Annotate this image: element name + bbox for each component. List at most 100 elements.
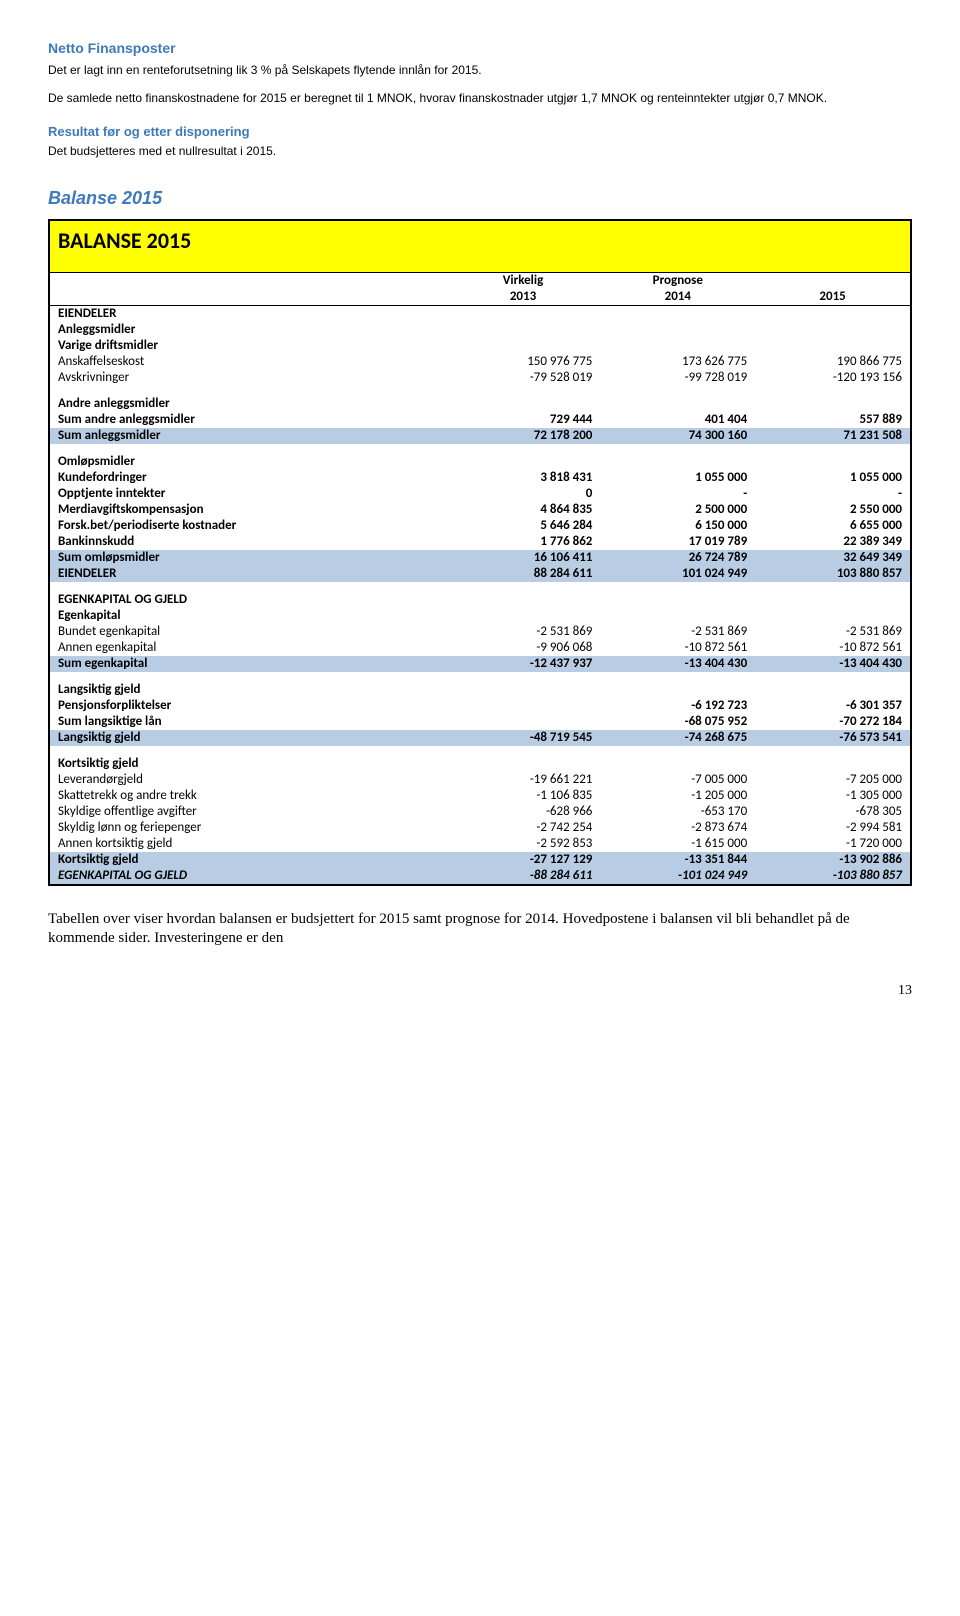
hdr-2013: 2013 — [446, 289, 601, 306]
row-value: 1 055 000 — [600, 470, 755, 486]
table-row: Bankinnskudd1 776 86217 019 78922 389 34… — [50, 534, 910, 550]
row-value: -120 193 156 — [755, 370, 910, 386]
row-value: 729 444 — [446, 412, 601, 428]
table-row: Skyldig lønn og feriepenger-2 742 254 -2 … — [50, 820, 910, 836]
row-value — [755, 396, 910, 412]
row-value: -2 531 869 — [600, 624, 755, 640]
table-row: Kundefordringer3 818 4311 055 0001 055 0… — [50, 470, 910, 486]
hdr-2014: 2014 — [600, 289, 755, 306]
row-value: 2 500 000 — [600, 502, 755, 518]
table-header-top: Virkelig Prognose — [50, 273, 910, 289]
row-value: -88 284 611 — [446, 868, 601, 884]
row-value: -2 531 869 — [446, 624, 601, 640]
para-3: Det budsjetteres med et nullresultat i 2… — [48, 143, 912, 159]
row-label: EIENDELER — [50, 305, 446, 322]
row-value: 101 024 949 — [600, 566, 755, 582]
table-row: Egenkapital — [50, 608, 910, 624]
row-value: 3 818 431 — [446, 470, 601, 486]
para-2: De samlede netto finanskostnadene for 20… — [48, 90, 912, 106]
heading-balanse: Balanse 2015 — [48, 188, 912, 209]
row-label: Skattetrekk og andre trekk — [50, 788, 446, 804]
row-value — [755, 682, 910, 698]
row-label: Egenkapital — [50, 608, 446, 624]
row-value: -79 528 019 — [446, 370, 601, 386]
table-row: Anskaffelseskost150 976 775173 626 77519… — [50, 354, 910, 370]
row-value — [600, 592, 755, 608]
row-value — [755, 756, 910, 772]
row-value: -99 728 019 — [600, 370, 755, 386]
row-value: -678 305 — [755, 804, 910, 820]
table-row: Merdiavgiftskompensasjon4 864 8352 500 0… — [50, 502, 910, 518]
row-value: -2 742 254 — [446, 820, 601, 836]
table-row: Langsiktig gjeld-48 719 545-74 268 675-7… — [50, 730, 910, 746]
row-value: -68 075 952 — [600, 714, 755, 730]
table-row — [50, 444, 910, 454]
row-value: 1 776 862 — [446, 534, 601, 550]
table-row: EGENKAPITAL OG GJELD — [50, 592, 910, 608]
page-number: 13 — [48, 983, 912, 999]
row-label: Skyldig lønn og feriepenger — [50, 820, 446, 836]
table-row: Avskrivninger-79 528 019-99 728 019-120 … — [50, 370, 910, 386]
row-label: Annen kortsiktig gjeld — [50, 836, 446, 852]
row-label: Forsk.bet/periodiserte kostnader — [50, 518, 446, 534]
table-row: Annen egenkapital-9 906 068-10 872 561-1… — [50, 640, 910, 656]
row-value: 74 300 160 — [600, 428, 755, 444]
row-value: 6 150 000 — [600, 518, 755, 534]
row-value: -13 404 430 — [600, 656, 755, 672]
table-row: Forsk.bet/periodiserte kostnader5 646 28… — [50, 518, 910, 534]
row-value — [446, 592, 601, 608]
row-value: -2 531 869 — [755, 624, 910, 640]
row-value — [446, 338, 601, 354]
balance-table: Virkelig Prognose 2013 2014 2015 EIENDEL… — [50, 273, 910, 884]
balance-title: BALANSE 2015 — [50, 221, 910, 273]
row-value: 17 019 789 — [600, 534, 755, 550]
row-value: -101 024 949 — [600, 868, 755, 884]
row-value: -2 994 581 — [755, 820, 910, 836]
table-row: EIENDELER88 284 611101 024 949103 880 85… — [50, 566, 910, 582]
row-value: -1 720 000 — [755, 836, 910, 852]
row-label: Pensjonsforpliktelser — [50, 698, 446, 714]
row-value: -103 880 857 — [755, 868, 910, 884]
row-value: -2 592 853 — [446, 836, 601, 852]
row-value: - — [600, 486, 755, 502]
table-row: Kortsiktig gjeld — [50, 756, 910, 772]
table-row: Leverandørgjeld-19 661 221-7 005 000-7 2… — [50, 772, 910, 788]
row-value: -13 404 430 — [755, 656, 910, 672]
table-row: Sum omløpsmidler16 106 41126 724 78932 6… — [50, 550, 910, 566]
hdr-2015: 2015 — [755, 289, 910, 306]
row-value: -1 106 835 — [446, 788, 601, 804]
row-value: 5 646 284 — [446, 518, 601, 534]
row-label: Andre anleggsmidler — [50, 396, 446, 412]
row-label: Kortsiktig gjeld — [50, 756, 446, 772]
row-value — [600, 338, 755, 354]
table-row: Bundet egenkapital-2 531 869-2 531 869-2… — [50, 624, 910, 640]
row-value — [446, 714, 601, 730]
row-value — [446, 682, 601, 698]
row-value — [600, 756, 755, 772]
hdr-blank — [755, 273, 910, 289]
table-row: Sum egenkapital-12 437 937-13 404 430-13… — [50, 656, 910, 672]
row-label: EGENKAPITAL OG GJELD — [50, 592, 446, 608]
row-label: Varige driftsmidler — [50, 338, 446, 354]
row-label: Langsiktig gjeld — [50, 730, 446, 746]
footer-paragraph: Tabellen over viser hvordan balansen er … — [48, 910, 912, 949]
row-value: 22 389 349 — [755, 534, 910, 550]
row-value: -628 966 — [446, 804, 601, 820]
row-value — [446, 756, 601, 772]
row-value: 26 724 789 — [600, 550, 755, 566]
row-value — [600, 682, 755, 698]
row-value — [755, 305, 910, 322]
table-row: Opptjente inntekter0-- — [50, 486, 910, 502]
row-value — [755, 454, 910, 470]
row-value — [446, 396, 601, 412]
hdr-virkelig: Virkelig — [446, 273, 601, 289]
table-header-years: 2013 2014 2015 — [50, 289, 910, 306]
table-row: EGENKAPITAL OG GJELD-88 284 611-101 024 … — [50, 868, 910, 884]
row-value: 103 880 857 — [755, 566, 910, 582]
row-value: 72 178 200 — [446, 428, 601, 444]
row-label: Leverandørgjeld — [50, 772, 446, 788]
row-value: -9 906 068 — [446, 640, 601, 656]
row-label: Kundefordringer — [50, 470, 446, 486]
row-label: Bankinnskudd — [50, 534, 446, 550]
row-value: -6 192 723 — [600, 698, 755, 714]
